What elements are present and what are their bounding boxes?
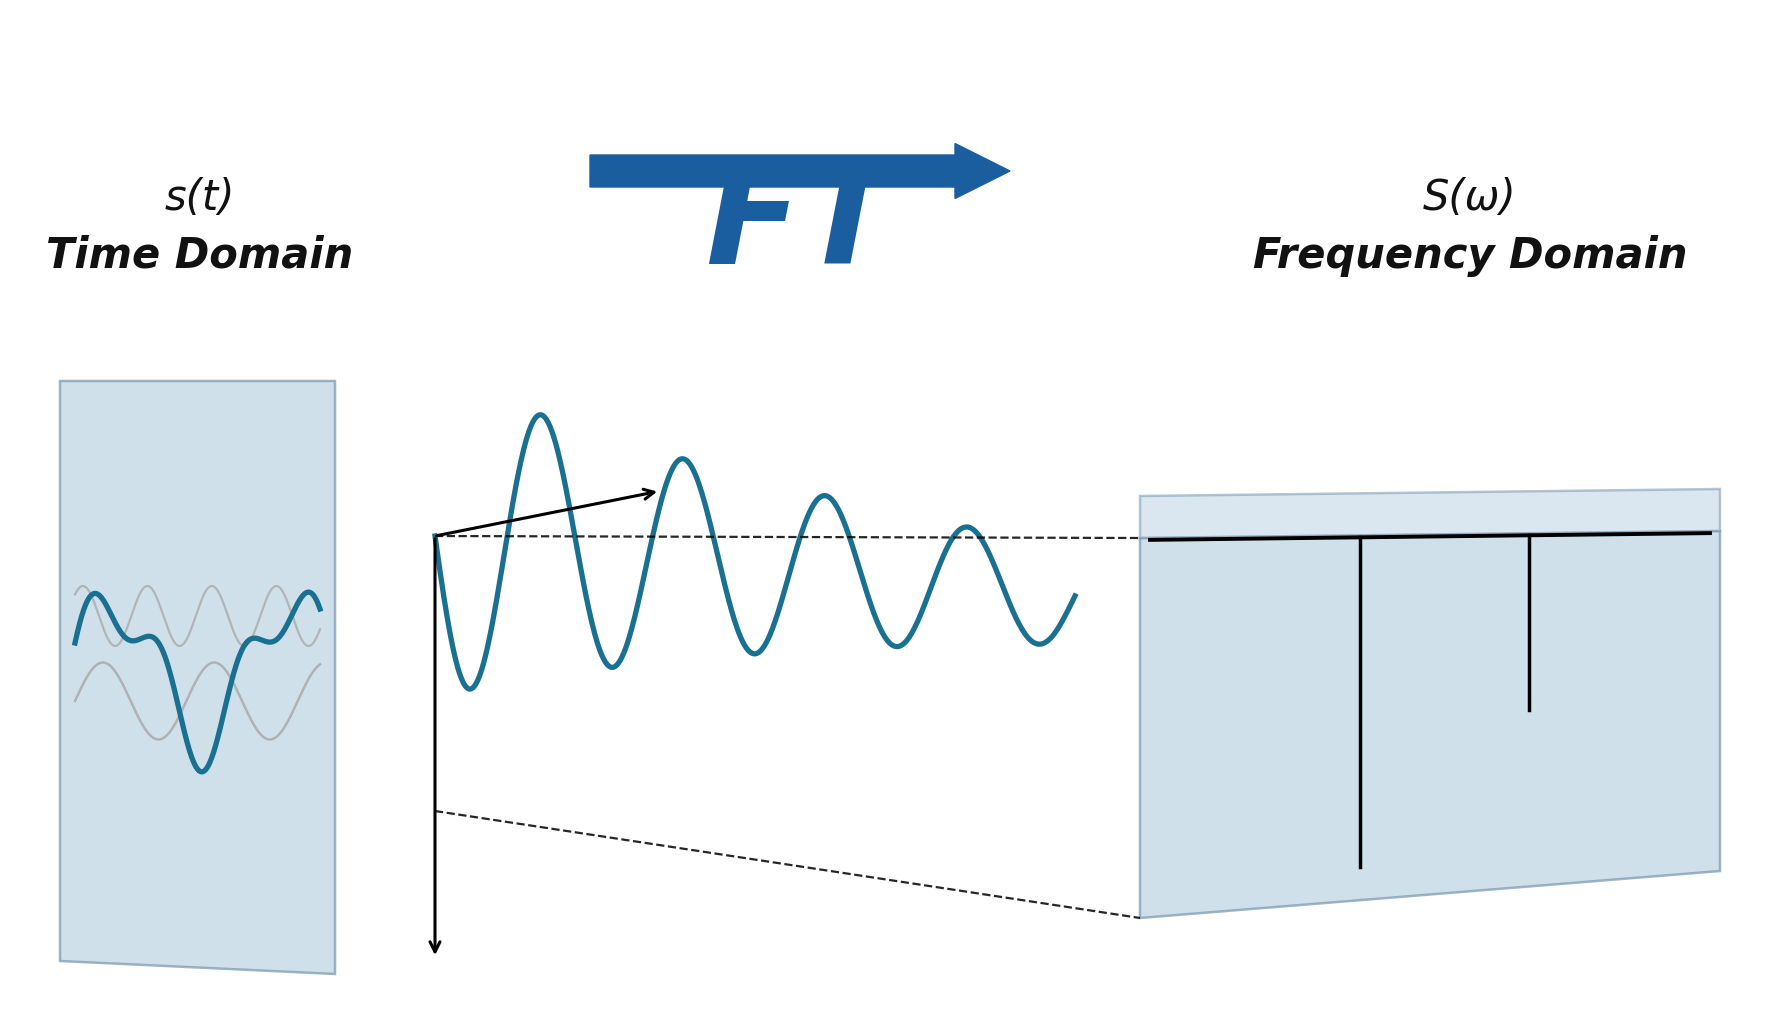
Text: s(t): s(t): [166, 177, 235, 219]
Text: FT: FT: [705, 158, 895, 293]
Text: Frequency Domain: Frequency Domain: [1253, 235, 1687, 277]
FancyArrow shape: [589, 144, 1009, 198]
Text: S(ω): S(ω): [1424, 177, 1517, 219]
Text: Time Domain: Time Domain: [46, 235, 354, 277]
Polygon shape: [1139, 531, 1719, 918]
Polygon shape: [61, 381, 335, 974]
Polygon shape: [1139, 489, 1719, 538]
